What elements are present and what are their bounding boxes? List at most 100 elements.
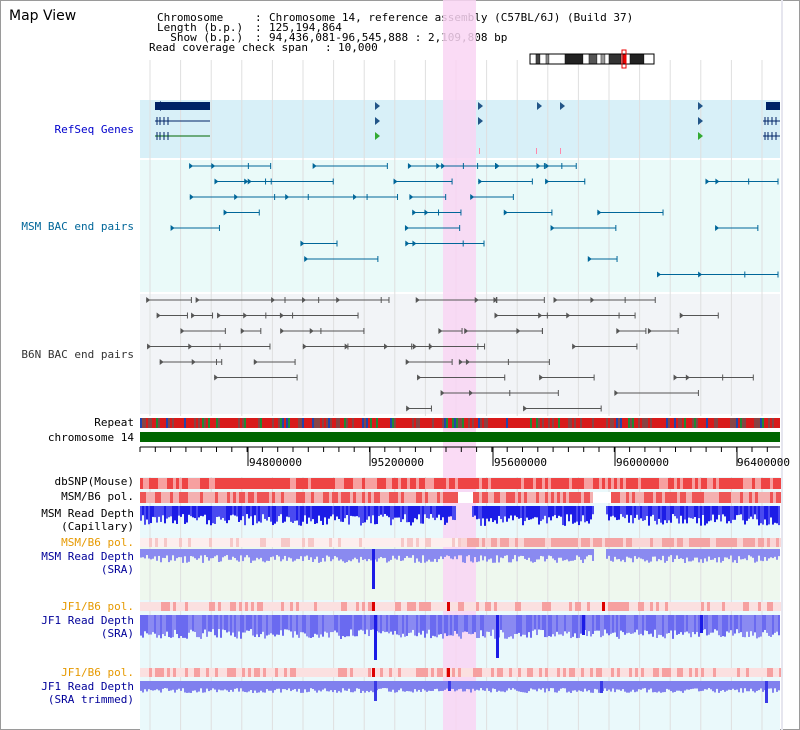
jf1-pol-trim-cell xyxy=(659,668,662,677)
jf1-pol-trim-cell xyxy=(221,668,224,677)
right-margin-strip xyxy=(781,0,783,730)
dbsnp-cell xyxy=(305,478,308,489)
dbsnp-cell xyxy=(200,478,203,489)
depth-bar xyxy=(176,549,178,559)
repeat-block xyxy=(298,418,300,428)
depth-bar xyxy=(674,506,676,517)
depth-bar xyxy=(368,615,370,637)
dbsnp-cell xyxy=(173,478,176,489)
depth-bar xyxy=(230,549,232,560)
depth-bar xyxy=(772,549,774,559)
jf1-pol-cell xyxy=(263,602,266,611)
depth-bar xyxy=(556,615,558,632)
depth-bar xyxy=(454,549,456,557)
depth-bar xyxy=(466,549,468,557)
depth-bar xyxy=(454,506,456,521)
repeat-block xyxy=(276,418,278,428)
jf1-pol-cell xyxy=(350,602,353,611)
msm-pol-cell xyxy=(629,492,632,503)
depth-bar xyxy=(612,506,614,516)
msm-pol-cell xyxy=(434,492,437,503)
depth-bar xyxy=(436,506,438,518)
jf1-pol-trim-cell xyxy=(398,668,401,677)
jf1-pol-trim-cell xyxy=(635,668,638,677)
msm-pol-cell xyxy=(764,492,767,503)
jf1-pol-cell xyxy=(224,602,227,611)
depth-bar xyxy=(494,549,496,563)
jf1-pol-trim-cell xyxy=(281,668,284,677)
repeat-block xyxy=(196,418,198,428)
depth-bar xyxy=(488,549,490,560)
repeat-block xyxy=(640,418,642,428)
depth-bar xyxy=(408,506,410,523)
depth-bar xyxy=(580,549,582,560)
depth-bar xyxy=(422,549,424,556)
depth-bar xyxy=(696,506,698,524)
dbsnp-cell xyxy=(140,478,143,489)
msm-pol-cell xyxy=(533,492,536,503)
repeat-block xyxy=(436,418,438,428)
jf1-pol-cell xyxy=(572,602,575,611)
depth-bar xyxy=(778,615,780,636)
depth-bar xyxy=(740,506,742,515)
jf1-pol-cell xyxy=(443,602,446,611)
depth-bar xyxy=(534,681,536,690)
dbsnp-cell xyxy=(389,478,392,489)
depth-bar xyxy=(234,549,236,559)
repeat-block xyxy=(376,418,378,428)
depth-bar xyxy=(336,615,338,633)
msm-pol-sra-cell xyxy=(416,538,419,547)
depth-bar xyxy=(522,681,524,693)
dbsnp-cell xyxy=(560,478,563,489)
jf1-pol-trim-cell xyxy=(767,668,770,677)
dbsnp-cell xyxy=(263,478,266,489)
depth-bar xyxy=(598,615,600,631)
jf1-pol-cell xyxy=(521,602,524,611)
msm-pol-cell xyxy=(683,492,686,503)
depth-bar xyxy=(204,681,206,693)
repeat-block xyxy=(290,418,292,428)
jf1-pol-trim-cell xyxy=(374,668,377,677)
depth-bar xyxy=(468,549,470,556)
jf1-pol-trim-cell xyxy=(149,668,152,677)
repeat-block xyxy=(570,418,572,428)
depth-bar xyxy=(522,506,524,526)
msm-pol-cell xyxy=(671,492,674,503)
msm-bac-pair-end xyxy=(536,163,541,169)
repeat-block xyxy=(234,418,236,428)
msm-depth-sra-label: MSM Read Depth xyxy=(41,550,134,563)
jf1-pol-strong xyxy=(372,668,375,677)
repeat-block xyxy=(748,418,750,428)
jf1-pol-trim-cell xyxy=(191,668,194,677)
jf1-pol-cell xyxy=(194,602,197,611)
jf1-pol-cell xyxy=(344,602,347,611)
msm-pol-sra-cell xyxy=(395,538,398,547)
repeat-block xyxy=(244,418,246,428)
depth-bar xyxy=(186,615,188,639)
dbsnp-cell xyxy=(473,478,476,489)
jf1-pol-trim-cell xyxy=(272,668,275,677)
span-value: 10,000 xyxy=(338,41,378,54)
depth-bar xyxy=(570,681,572,693)
repeat-block xyxy=(568,418,570,428)
depth-bar xyxy=(722,681,724,690)
repeat-block xyxy=(556,418,558,428)
msm-pol-sra-cell xyxy=(476,538,479,547)
msm-pol-cell xyxy=(311,492,314,503)
repeat-block xyxy=(350,418,352,428)
depth-bar xyxy=(484,615,486,638)
depth-bar xyxy=(398,549,400,556)
depth-bar xyxy=(720,615,722,638)
dbsnp-cell xyxy=(299,478,302,489)
refseq-genes-label: RefSeq Genes xyxy=(54,123,134,136)
repeat-block xyxy=(750,418,752,428)
dbsnp-cell xyxy=(275,478,278,489)
jf1-pol-trim-cell xyxy=(749,668,752,677)
depth-bar xyxy=(600,615,602,638)
jf1-pol-cell xyxy=(713,602,716,611)
depth-bar xyxy=(496,549,498,556)
depth-bar xyxy=(566,615,568,634)
dbsnp-cell xyxy=(596,478,599,489)
depth-bar xyxy=(334,615,336,631)
